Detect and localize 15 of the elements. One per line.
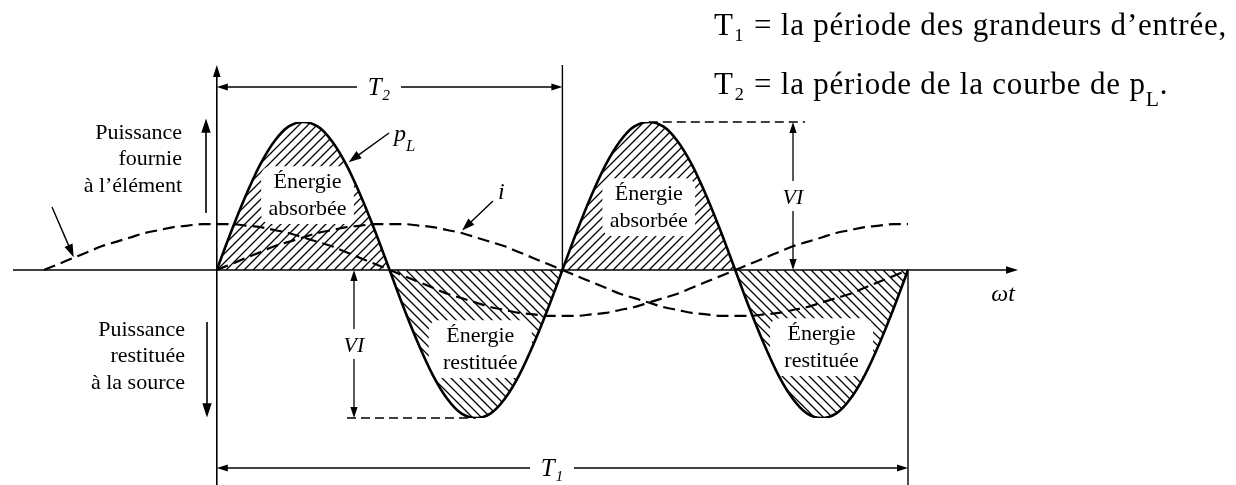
legend-label: p$_{L}$ (392, 120, 416, 155)
annotation: Puissance fournie à l’élément (83, 119, 182, 197)
annotation: Énergie absorbée (609, 180, 688, 232)
x-axis-title: ωt (991, 280, 1017, 306)
annotation: VI (782, 184, 806, 209)
text: T₂ (367, 73, 391, 100)
annotation: Énergie restituée (443, 322, 518, 374)
series-label: i (498, 178, 505, 204)
annotation: Puissance restituée à la source (90, 316, 185, 394)
text: T₂ = la période de la courbe de p$_{L}$. (714, 66, 1169, 111)
text: T₁ (540, 454, 564, 481)
annotation: Énergie restituée (784, 320, 859, 372)
annotation: VI (343, 332, 367, 357)
annotation: Énergie absorbée (268, 168, 347, 220)
text: T₁ = la période des grandeurs d’entrée, (714, 7, 1228, 42)
